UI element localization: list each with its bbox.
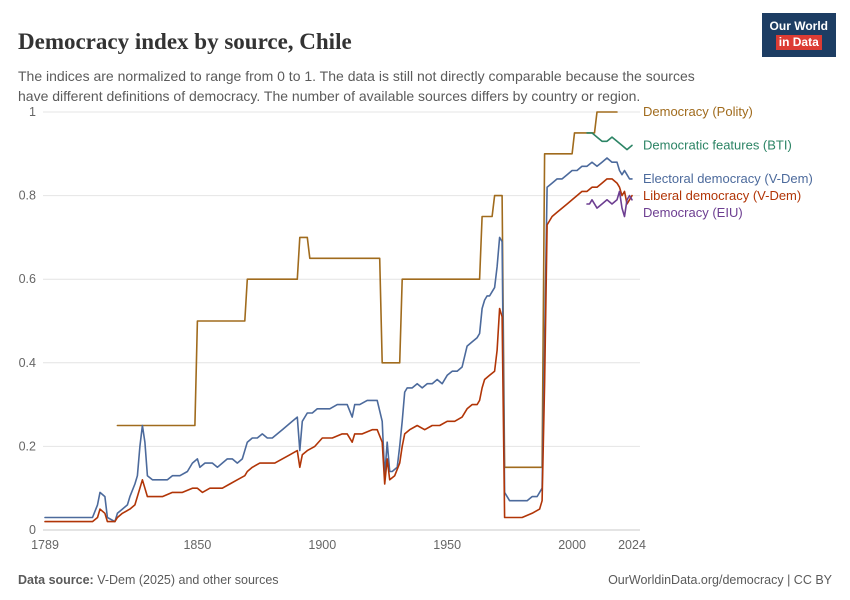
- line-democratic-features-bti[interactable]: [586, 132, 633, 151]
- chart-subtitle: The indices are normalized to range from…: [18, 68, 695, 105]
- line-liberal-democracy-v-dem[interactable]: [44, 178, 633, 523]
- data-source-note: Data source: V-Dem (2025) and other sour…: [18, 573, 279, 587]
- series-label-liberal-democracy-v-dem[interactable]: Liberal democracy (V-Dem): [643, 188, 801, 203]
- series-label-democracy-polity[interactable]: Democracy (Polity): [643, 104, 753, 119]
- svg-text:0.8: 0.8: [19, 189, 36, 203]
- line-democracy-eiu[interactable]: [586, 190, 633, 218]
- y-axis-tick-labels: 0 0.2 0.4 0.6 0.8 1: [19, 105, 36, 537]
- series-labels: Democracy (Polity) Democratic features (B…: [643, 104, 813, 220]
- svg-text:0.6: 0.6: [19, 272, 36, 286]
- svg-text:1789: 1789: [31, 538, 59, 552]
- owid-url-license-link[interactable]: OurWorldinData.org/democracy | CC BY: [608, 573, 832, 587]
- series-label-democracy-eiu[interactable]: Democracy (EIU): [643, 205, 743, 220]
- svg-text:0.4: 0.4: [19, 356, 36, 370]
- data-source-text: V-Dem (2025) and other sources: [93, 573, 279, 587]
- svg-text:1850: 1850: [183, 538, 211, 552]
- x-axis-tick-labels: 1789 1850 1900 1950 2000 2024: [31, 538, 646, 552]
- svg-text:1900: 1900: [308, 538, 336, 552]
- horizontal-gridlines: [43, 111, 640, 531]
- svg-text:1950: 1950: [433, 538, 461, 552]
- data-source-label: Data source:: [18, 573, 94, 587]
- svg-text:2024: 2024: [618, 538, 646, 552]
- owid-logo-line2: in Data: [775, 35, 822, 50]
- svg-text:2000: 2000: [558, 538, 586, 552]
- owid-logo[interactable]: Our World in Data: [761, 13, 836, 57]
- series-label-electoral-democracy-v-dem[interactable]: Electoral democracy (V-Dem): [643, 171, 813, 186]
- series-lines: [44, 111, 633, 523]
- line-democracy-polity[interactable]: [116, 111, 618, 469]
- svg-text:0: 0: [29, 523, 36, 537]
- series-label-democratic-features-bti[interactable]: Democratic features (BTI): [643, 137, 792, 152]
- page-title: Democracy index by source, Chile: [18, 29, 352, 55]
- owid-logo-line1: Our World: [769, 19, 828, 33]
- svg-text:0.2: 0.2: [19, 439, 36, 453]
- svg-text:1: 1: [29, 105, 36, 119]
